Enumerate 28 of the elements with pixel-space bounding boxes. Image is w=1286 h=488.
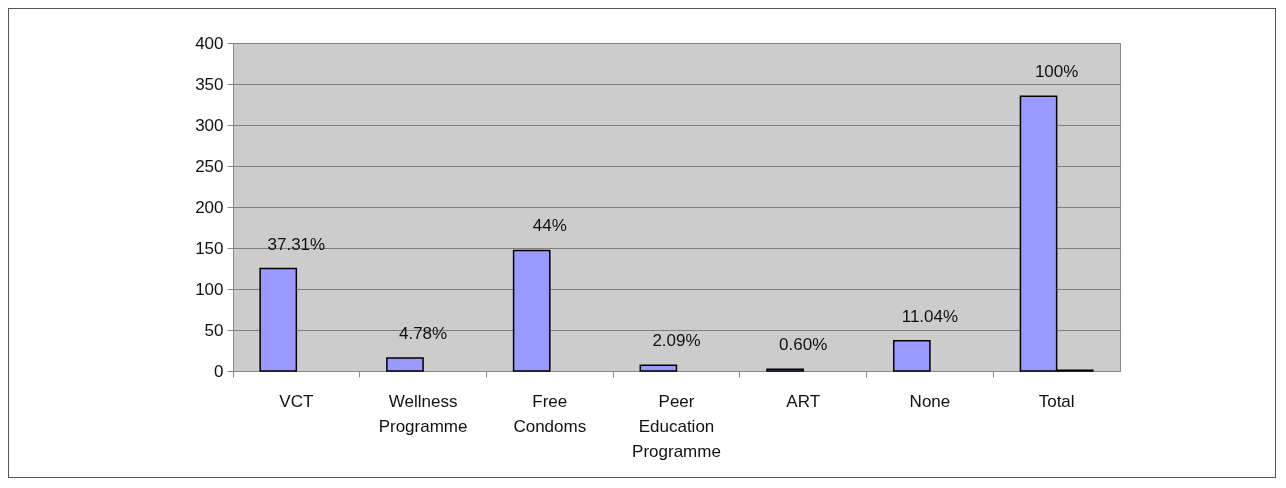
annotation: 37.31% (267, 234, 326, 254)
bar (892, 339, 931, 372)
x-tick-label: Total (1038, 391, 1075, 411)
y-tick-label: 350 (195, 74, 224, 94)
y-tick-label: 300 (195, 115, 224, 135)
annotation: 2.09% (652, 331, 701, 351)
y-tick-label: 200 (195, 197, 224, 217)
y-tick-label: 100 (195, 279, 224, 299)
annotation: 11.04% (901, 306, 959, 326)
x-tick-label: VCT (279, 391, 314, 411)
y-tick-label: 50 (204, 320, 224, 340)
bar (259, 267, 298, 372)
bar (639, 364, 678, 372)
x-tick-label: Peer Education Programme (632, 391, 721, 461)
annotation: 44% (532, 216, 567, 236)
y-tick-label: 250 (195, 156, 224, 176)
y-tick-label: 150 (195, 238, 224, 258)
x-tick-label: Free Condoms (513, 391, 587, 436)
y-tick-label: 400 (195, 33, 224, 53)
annotation: 4.78% (398, 323, 448, 343)
x-tick-label: ART (786, 391, 821, 411)
x-tick-label: None (909, 391, 951, 411)
x-tick-label: Wellness Programme (378, 391, 468, 436)
annotation: 100% (1034, 62, 1079, 82)
bar (386, 357, 424, 372)
annotation: 0.60% (779, 335, 828, 355)
y-tick-label: 0 (214, 361, 224, 381)
bar (512, 249, 551, 372)
